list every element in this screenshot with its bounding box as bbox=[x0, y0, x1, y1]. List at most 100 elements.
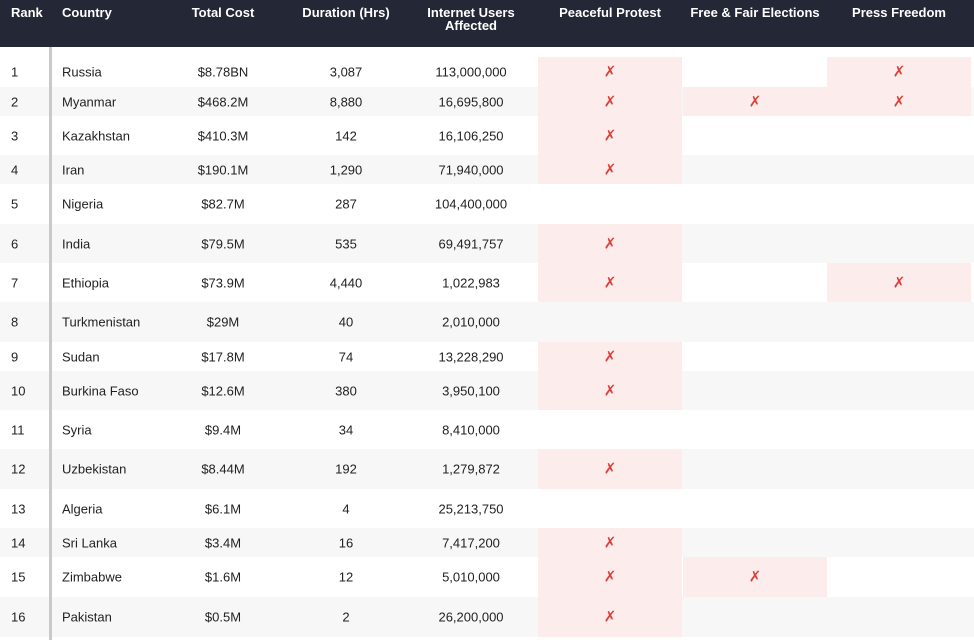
rank-cell: 14 bbox=[11, 535, 26, 550]
total-cost-cell: $6.1M bbox=[204, 501, 242, 516]
press-freedom-cell bbox=[827, 489, 971, 528]
country-header: Country bbox=[62, 5, 112, 20]
table-row: ✗ ✗ 15 Zimbabwe $1.6M 12 5,010,000 bbox=[0, 557, 974, 597]
press-freedom-mark-icon: ✗ bbox=[892, 93, 906, 110]
peaceful-protest-mark-icon: ✗ bbox=[603, 568, 617, 586]
users-cell: 16,695,800 bbox=[438, 94, 504, 109]
rank-cell: 1 bbox=[11, 64, 19, 80]
free-fair-elections-cell bbox=[683, 224, 827, 263]
duration-cell: 535 bbox=[335, 236, 357, 251]
users-cell: 26,200,000 bbox=[438, 609, 504, 625]
press-freedom-mark-icon: ✗ bbox=[892, 274, 906, 291]
press-freedom-cell bbox=[827, 57, 971, 87]
users-cell: 2,010,000 bbox=[442, 314, 500, 330]
country-cell: Kazakhstan bbox=[62, 128, 130, 143]
press-freedom-header: Press Freedom bbox=[852, 5, 946, 20]
duration-cell: 287 bbox=[335, 196, 357, 212]
rank-cell: 2 bbox=[11, 94, 19, 109]
duration-cell: 2 bbox=[342, 609, 350, 625]
free-fair-elections-cell bbox=[683, 57, 827, 87]
rank-cell: 4 bbox=[11, 162, 19, 177]
country-cell: Syria bbox=[62, 422, 92, 437]
duration-cell: 16 bbox=[338, 535, 354, 550]
peaceful-protest-cell bbox=[538, 597, 682, 637]
country-cell: Uzbekistan bbox=[62, 461, 127, 477]
peaceful-protest-cell bbox=[538, 342, 682, 371]
peaceful-protest-cell bbox=[538, 449, 682, 489]
country-cell: Ethiopia bbox=[62, 275, 109, 290]
rank-cell: 13 bbox=[11, 501, 26, 516]
country-cell: Myanmar bbox=[62, 94, 117, 109]
rank-cell: 9 bbox=[11, 349, 19, 364]
total-cost-cell: $468.2M bbox=[197, 94, 249, 109]
press-freedom-cell bbox=[827, 87, 971, 116]
rank-cell: 10 bbox=[11, 383, 26, 398]
country-cell: Turkmenistan bbox=[62, 314, 141, 330]
country-cell: India bbox=[62, 236, 91, 251]
duration-cell: 142 bbox=[335, 128, 357, 143]
duration-cell: 380 bbox=[335, 383, 357, 398]
press-freedom-cell bbox=[827, 184, 971, 224]
total-cost-header: Total Cost bbox=[191, 5, 255, 20]
users-cell: 1,279,872 bbox=[442, 461, 500, 477]
peaceful-protest-mark-icon: ✗ bbox=[603, 348, 617, 365]
peaceful-protest-cell bbox=[538, 410, 682, 449]
users-cell: 69,491,757 bbox=[438, 236, 504, 251]
country-cell: Sudan bbox=[62, 349, 100, 364]
free-fair-elections-cell bbox=[683, 87, 827, 116]
rank-column-divider bbox=[49, 47, 52, 640]
country-cell: Algeria bbox=[62, 501, 103, 516]
peaceful-protest-cell bbox=[538, 116, 682, 155]
table-row: ✗ ✗ 7 Ethiopia $73.9M 4,440 1,022,983 bbox=[0, 263, 974, 302]
users-header-line2: Affected bbox=[444, 18, 498, 33]
press-freedom-cell bbox=[827, 116, 971, 155]
free-fair-elections-header: Free & Fair Elections bbox=[690, 5, 820, 20]
table-row: 13 Algeria $6.1M 4 25,213,750 bbox=[0, 489, 974, 528]
peaceful-protest-cell bbox=[538, 557, 682, 597]
users-cell: 3,950,100 bbox=[442, 383, 500, 398]
country-cell: Zimbabwe bbox=[62, 569, 122, 585]
free-fair-elections-cell bbox=[683, 489, 827, 528]
duration-cell: 12 bbox=[338, 569, 354, 585]
total-cost-cell: $410.3M bbox=[197, 128, 249, 143]
table-row: ✗ 14 Sri Lanka $3.4M 16 7,417,200 bbox=[0, 528, 974, 557]
peaceful-protest-cell bbox=[538, 184, 682, 224]
total-cost-cell: $190.1M bbox=[197, 162, 249, 177]
press-freedom-cell bbox=[827, 371, 971, 410]
users-cell: 5,010,000 bbox=[442, 569, 500, 585]
duration-cell: 1,290 bbox=[329, 162, 363, 177]
total-cost-cell: $29M bbox=[206, 314, 240, 330]
users-cell: 71,940,000 bbox=[438, 162, 504, 177]
press-freedom-cell bbox=[827, 263, 971, 302]
press-freedom-cell bbox=[827, 224, 971, 263]
press-freedom-cell bbox=[827, 528, 971, 557]
total-cost-cell: $17.8M bbox=[201, 349, 245, 364]
free-fair-elections-mark-icon: ✗ bbox=[748, 93, 762, 110]
total-cost-cell: $1.6M bbox=[204, 569, 242, 585]
peaceful-protest-cell bbox=[538, 302, 682, 342]
free-fair-elections-cell bbox=[683, 557, 827, 597]
peaceful-protest-mark-icon: ✗ bbox=[603, 235, 617, 252]
free-fair-elections-mark-icon: ✗ bbox=[748, 568, 762, 586]
free-fair-elections-cell bbox=[683, 302, 827, 342]
peaceful-protest-cell bbox=[538, 371, 682, 410]
rank-cell: 15 bbox=[11, 569, 26, 585]
rank-cell: 11 bbox=[11, 422, 25, 437]
table-row: 11 Syria $9.4M 34 8,410,000 bbox=[0, 410, 974, 449]
duration-cell: 40 bbox=[338, 314, 354, 330]
table-row: ✗ 6 India $79.5M 535 69,491,757 bbox=[0, 224, 974, 263]
free-fair-elections-cell bbox=[683, 263, 827, 302]
duration-cell: 34 bbox=[338, 422, 354, 437]
table-row: ✗ 16 Pakistan $0.5M 2 26,200,000 bbox=[0, 597, 974, 637]
peaceful-protest-cell bbox=[538, 489, 682, 528]
duration-header: Duration (Hrs) bbox=[302, 5, 390, 20]
peaceful-protest-header: Peaceful Protest bbox=[559, 5, 661, 20]
table-row: ✗ 9 Sudan $17.8M 74 13,228,290 bbox=[0, 342, 974, 371]
users-cell: 1,022,983 bbox=[442, 275, 500, 290]
country-cell: Pakistan bbox=[62, 609, 112, 625]
rank-cell: 7 bbox=[11, 275, 19, 290]
table-row: ✗ ✗ ✗ 2 Myanmar $468.2M 8,880 16,695,800 bbox=[0, 87, 974, 116]
peaceful-protest-cell bbox=[538, 224, 682, 263]
total-cost-cell: $82.7M bbox=[201, 196, 245, 212]
peaceful-protest-mark-icon: ✗ bbox=[603, 63, 617, 81]
